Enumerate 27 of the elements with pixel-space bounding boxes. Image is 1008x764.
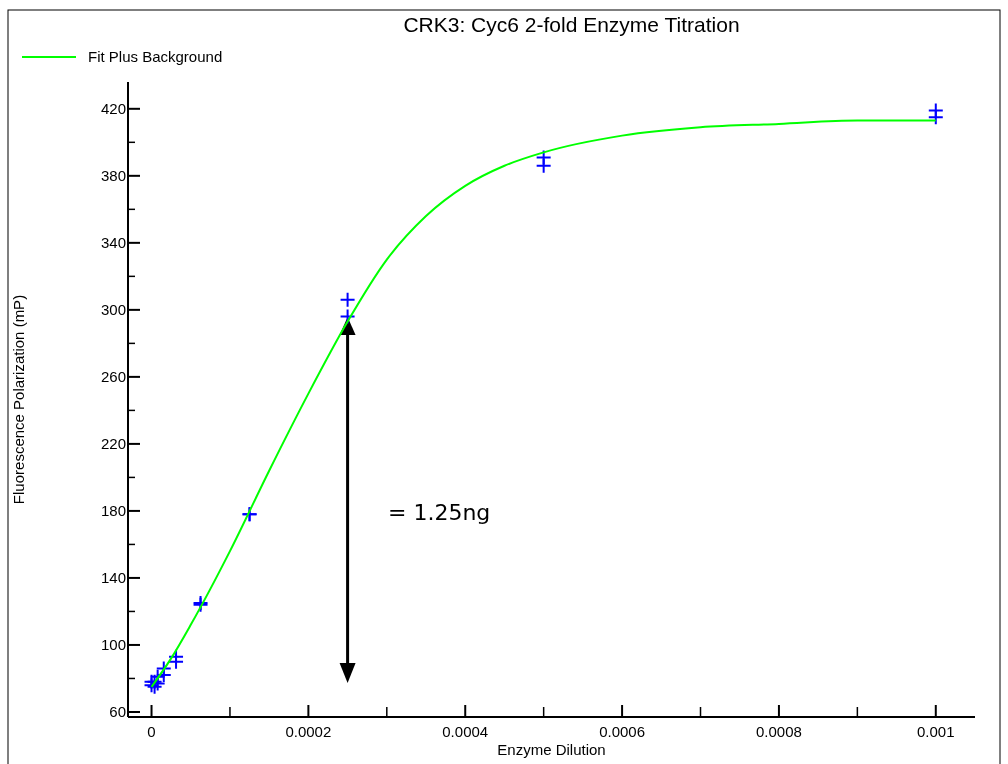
point bbox=[927, 109, 944, 126]
chart-title: CRK3: Cyc6 2-fold Enzyme Titration bbox=[403, 13, 740, 36]
annotation: = 1.25ng bbox=[388, 500, 491, 525]
y-tick-label: 140 bbox=[100, 568, 126, 586]
y-tick-label: 340 bbox=[100, 233, 126, 251]
y-tick-label: 260 bbox=[100, 367, 126, 385]
line-series bbox=[150, 119, 937, 688]
x-tick-label: 0.0004 bbox=[442, 723, 489, 740]
y-tick-label: 300 bbox=[100, 300, 126, 318]
y-tick-label: 60 bbox=[109, 702, 126, 720]
y-tick-label: 380 bbox=[100, 166, 126, 184]
y-tick-label: 100 bbox=[100, 635, 126, 653]
legend-label: Fit Plus Background bbox=[88, 48, 223, 65]
x-tick-label: 0.0006 bbox=[599, 723, 646, 740]
x-axis-title: Enzyme Dilution bbox=[497, 741, 606, 758]
point bbox=[339, 291, 356, 308]
y-tick-label: 220 bbox=[100, 434, 126, 452]
x-tick-label: 0.001 bbox=[917, 723, 955, 740]
x-tick-label: 0.0008 bbox=[755, 723, 802, 740]
y-axis-title: Fluorescence Polarization (mP) bbox=[10, 294, 27, 505]
x-tick-label: 0.0002 bbox=[285, 723, 332, 740]
x-tick-label: 0 bbox=[147, 723, 156, 740]
point bbox=[168, 653, 185, 670]
y-tick-label: 420 bbox=[100, 99, 126, 117]
point bbox=[339, 308, 356, 325]
point bbox=[535, 157, 552, 174]
y-tick-label: 180 bbox=[100, 501, 126, 519]
